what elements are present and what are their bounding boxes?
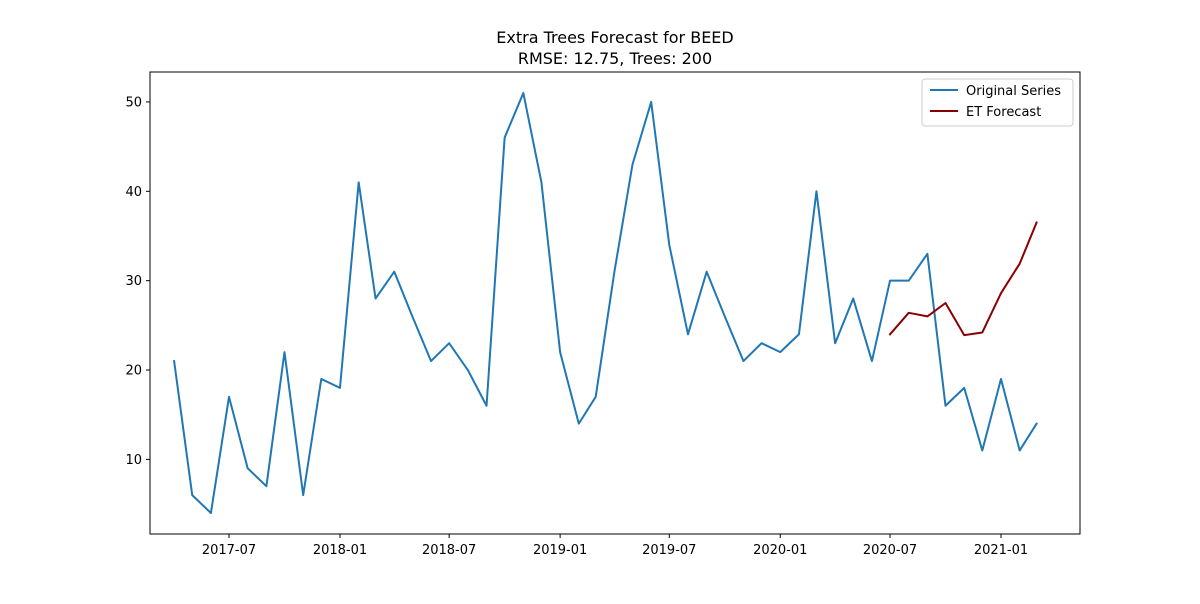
plot-area (149, 71, 1081, 535)
x-tick-label: 2020-07 (863, 543, 917, 558)
legend-label-original-series: Original Series (966, 84, 1061, 99)
x-tick-label: 2020-01 (753, 543, 807, 558)
y-tick-label: 50 (125, 95, 142, 110)
x-tick-label: 2019-01 (533, 543, 587, 558)
y-tick-label: 30 (125, 274, 142, 289)
chart-title: Extra Trees Forecast for BEED (496, 28, 733, 47)
x-axis: 2017-07 2018-01 2018-07 2019-01 2019-07 2020-… (202, 534, 1028, 558)
chart-subtitle: RMSE: 12.75, Trees: 200 (518, 49, 712, 68)
x-tick-label: 2021-01 (974, 543, 1028, 558)
x-tick-label: 2018-01 (313, 543, 367, 558)
series-line-original-series (172, 92, 1038, 514)
series-layer (172, 92, 1038, 514)
y-tick-label: 10 (125, 453, 142, 468)
series-line-et-forecast (888, 221, 1038, 337)
legend: Original Series ET Forecast (921, 78, 1074, 127)
y-tick-label: 40 (125, 185, 142, 200)
x-tick-label: 2018-07 (422, 543, 476, 558)
y-axis: 10 20 30 40 50 (125, 95, 150, 468)
y-tick-label: 20 (125, 364, 142, 379)
legend-label-et-forecast: ET Forecast (966, 105, 1041, 120)
x-tick-label: 2017-07 (202, 543, 256, 558)
x-tick-label: 2019-07 (642, 543, 696, 558)
legend-box (921, 78, 1074, 127)
